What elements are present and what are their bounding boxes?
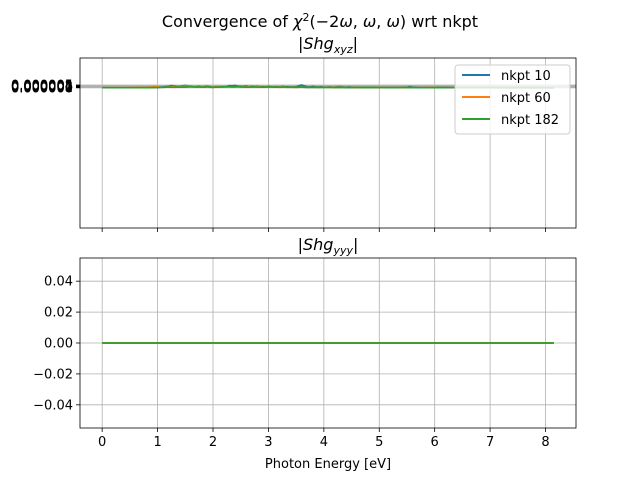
x-tick-label: 1 [153,435,161,450]
axes-shg-yyy-ticks: 0 1 2 3 4 5 6 7 8 −0.04 −0.02 0.00 0.02 0.04 [33,275,550,450]
legend-label-nkpt-182: nkpt 182 [501,113,559,128]
x-tick-label: 3 [264,435,272,450]
y-tick-label: 0.000004 [11,79,73,94]
y-tick-label: −0.04 [33,398,73,413]
x-tick-label: 4 [320,435,328,450]
x-tick-label: 2 [209,435,217,450]
y-tick-label: 0.000001 [11,81,73,96]
axes-shg-yyy-title: |Shgyyy| [298,235,359,257]
y-tick-label: 0.000005 [11,79,73,94]
x-axis-label: Photon Energy [eV] [265,457,391,472]
legend-box [454,64,571,135]
x-tick-label: 5 [375,435,383,450]
x-tick-label: 7 [486,435,494,450]
x-tick-label: 8 [541,435,549,450]
legend-label-nkpt-10: nkpt 10 [501,69,551,84]
axes-shg-xyz-frame [79,57,577,229]
y-tick-label: 0.04 [44,275,73,290]
legend-label-nkpt-60: nkpt 60 [501,91,551,106]
x-tick-label: 6 [431,435,439,450]
legend: nkpt 10 nkpt 60 nkpt 182 [454,64,571,135]
y-tick-label: 0.02 [44,306,73,321]
y-tick-label: −0.02 [33,367,73,382]
y-tick-label: 0.000000 [11,81,73,96]
y-tick-label: 0.000003 [11,80,73,95]
figure-title: Convergence of χ2(−2ω, ω, ω) wrt nkpt [162,11,478,31]
x-tick-label: 0 [98,435,106,450]
axes-shg-yyy: 0 1 2 3 4 5 6 7 8 −0.04 −0.02 0.00 0.02 0.04 [33,257,577,450]
y-tick-label: 0.00 [44,337,73,352]
y-tick-label: 0.000002 [11,80,73,95]
axes-shg-yyy-grid [80,258,576,428]
axes-shg-xyz-ticks: 0.0000000.0000010.0000020.0000030.000004… [11,79,546,232]
